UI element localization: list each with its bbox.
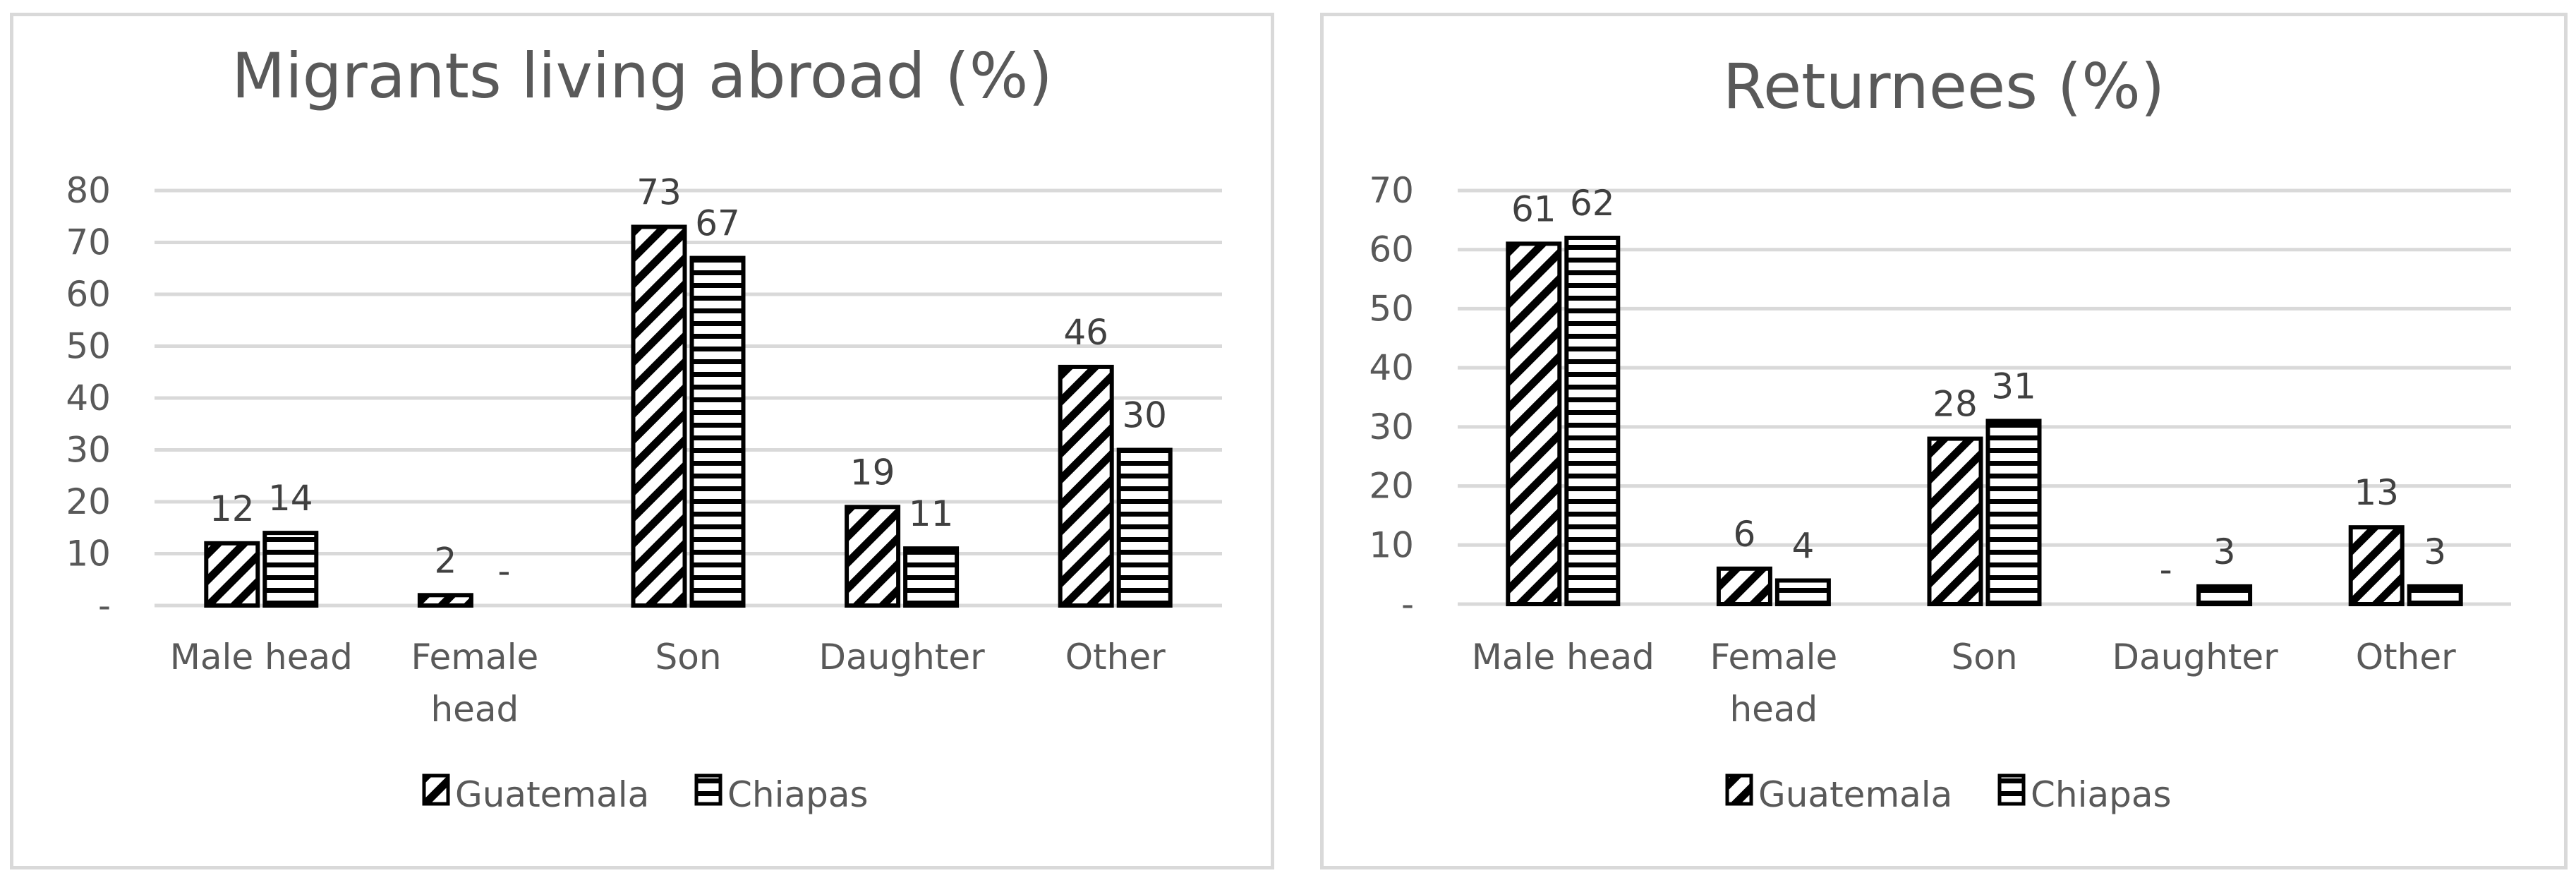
bar-chiapas xyxy=(1116,447,1173,608)
bar-guatemala xyxy=(417,593,473,608)
data-label: 31 xyxy=(1991,366,2036,407)
bar-guatemala xyxy=(845,505,901,608)
bar-guatemala xyxy=(1058,364,1114,608)
bar-chiapas xyxy=(1564,235,1621,606)
x-tick-label: Son xyxy=(1951,637,2017,678)
y-tick-label: - xyxy=(1401,584,1414,625)
data-label: 46 xyxy=(1063,312,1108,353)
y-tick-label: 40 xyxy=(1369,347,1414,388)
y-tick-label: 40 xyxy=(66,378,111,419)
chart-panel-returnees: Returnees (%) -10 20 30 40 50 60 70 Male head 61… xyxy=(1320,13,2568,869)
bar-guatemala xyxy=(1716,566,1772,606)
data-label: 3 xyxy=(2213,531,2236,572)
data-label: 14 xyxy=(268,478,313,519)
x-tick-label: Female head xyxy=(1710,637,1838,730)
y-tick-label: 70 xyxy=(1369,170,1414,211)
y-tick-label: 10 xyxy=(1369,524,1414,565)
data-label: - xyxy=(497,550,510,591)
y-tick-label: 70 xyxy=(66,222,111,263)
data-label: 28 xyxy=(1933,384,1978,425)
y-tick-label: - xyxy=(98,585,111,626)
data-label: 62 xyxy=(1570,183,1615,224)
x-tick-label: Other xyxy=(1065,637,1166,678)
y-tick-label: 30 xyxy=(1369,407,1414,447)
data-label: - xyxy=(2160,549,2172,590)
y-tick-label: 50 xyxy=(1369,288,1414,329)
data-label: 61 xyxy=(1511,188,1556,229)
bar-guatemala xyxy=(631,224,687,608)
data-label: 3 xyxy=(2424,531,2446,572)
x-tick-label: Other xyxy=(2356,637,2456,678)
legend-swatch-chiapas xyxy=(1997,773,2026,806)
y-tick-label: 50 xyxy=(66,326,111,367)
y-tick-label: 20 xyxy=(66,481,111,522)
data-label: 4 xyxy=(1791,526,1814,567)
x-tick-label: Male head xyxy=(170,637,353,678)
x-tick-label: Male head xyxy=(1472,637,1655,678)
data-label: 30 xyxy=(1122,395,1167,436)
bar-chiapas xyxy=(903,546,960,608)
bar-chiapas xyxy=(262,531,319,608)
bar-chiapas xyxy=(2196,584,2253,607)
legend-label: Guatemala xyxy=(1758,774,1952,815)
bar-chiapas xyxy=(2407,584,2463,607)
bar-guatemala xyxy=(2348,525,2405,607)
legend-swatch-chiapas xyxy=(694,773,722,806)
data-label: 6 xyxy=(1733,514,1755,555)
y-tick-label: 60 xyxy=(1369,229,1414,270)
y-tick-label: 20 xyxy=(1369,466,1414,507)
legend-label: Chiapas xyxy=(727,774,869,815)
x-tick-label: Son xyxy=(655,637,721,678)
x-tick-label: Daughter xyxy=(2112,637,2279,678)
y-tick-label: 80 xyxy=(66,170,111,211)
chart-panel-migrants: Migrants living abroad (%) - 10 20 30 40 50 60… xyxy=(10,13,1274,869)
bar-guatemala xyxy=(1927,436,1983,606)
y-tick-label: 60 xyxy=(66,274,111,315)
data-label: 2 xyxy=(434,540,456,581)
bar-guatemala xyxy=(204,541,260,608)
bar-chiapas xyxy=(1774,578,1831,606)
chart-migrants-svg: Migrants living abroad (%) - 10 20 30 40 50 60… xyxy=(66,40,1222,815)
bar-guatemala xyxy=(1506,241,1562,606)
data-label: 11 xyxy=(909,493,954,534)
legend-label: Chiapas xyxy=(2031,774,2172,815)
chart-title: Returnees (%) xyxy=(1723,50,2165,123)
data-label: 73 xyxy=(636,171,682,212)
x-tick-label: Daughter xyxy=(819,637,986,678)
legend-label: Guatemala xyxy=(455,774,649,815)
x-tick-label: Female head xyxy=(411,637,539,730)
chart-title: Migrants living abroad (%) xyxy=(231,40,1052,112)
data-label: 67 xyxy=(695,203,740,244)
y-tick-label: 10 xyxy=(66,534,111,574)
legend-swatch-guatemala xyxy=(1725,773,1753,806)
bar-chiapas xyxy=(689,255,746,608)
data-label: 19 xyxy=(850,452,895,493)
legend-swatch-guatemala xyxy=(422,773,450,806)
data-label: 12 xyxy=(210,488,255,529)
bar-chiapas xyxy=(1985,419,2042,606)
data-label: 13 xyxy=(2354,472,2399,513)
y-tick-label: 30 xyxy=(66,430,111,471)
